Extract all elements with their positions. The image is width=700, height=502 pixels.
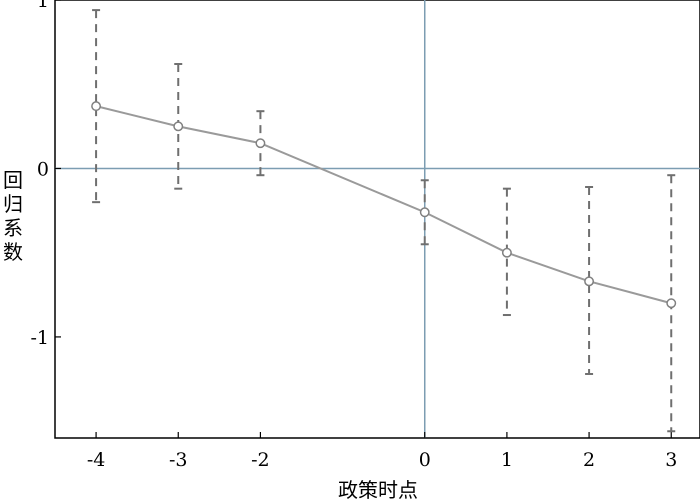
data-point [91, 101, 102, 112]
x-tick-label: 2 [583, 449, 595, 471]
x-tick-label: 3 [665, 449, 677, 471]
y-axis-title-char: 归 [3, 192, 23, 216]
y-tick-label: 1 [37, 0, 49, 12]
y-tick-label: 0 [37, 158, 49, 180]
x-tick-label: -2 [251, 449, 270, 471]
coefficient-series [91, 101, 677, 309]
y-axis-title-char: 数 [3, 240, 23, 264]
y-axis-title: 回归系数 [3, 168, 23, 264]
reference-lines [55, 0, 700, 438]
error-bars [92, 9, 676, 433]
y-tick-label: -1 [30, 327, 49, 349]
x-axis-title: 政策时点 [338, 478, 418, 502]
plot-area-frame [54, 0, 700, 439]
data-point [419, 207, 430, 218]
x-tick-label: -3 [169, 449, 188, 471]
data-point [666, 298, 677, 309]
data-point [584, 276, 595, 287]
x-tick-label: -4 [87, 449, 106, 471]
x-tick-label: 0 [419, 449, 431, 471]
y-ticks: 1 0 -1 [30, 0, 61, 349]
data-point [255, 138, 266, 149]
data-point [173, 121, 184, 132]
y-axis-title-char: 回 [3, 168, 23, 192]
series-line [95, 105, 672, 305]
x-ticks: -4 -3 -2 0 1 2 3 [87, 432, 677, 471]
data-point [501, 247, 512, 258]
x-tick-label: 1 [501, 449, 513, 471]
y-axis-title-char: 系 [3, 216, 23, 240]
